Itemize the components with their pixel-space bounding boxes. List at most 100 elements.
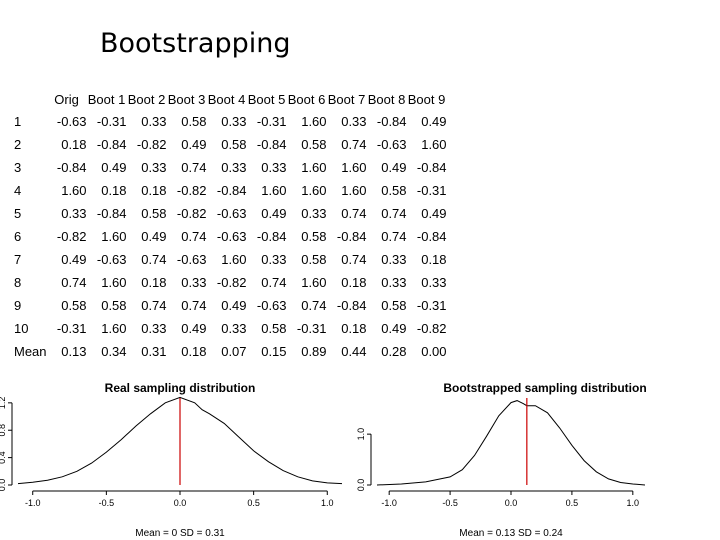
table-cell: 0.49 [181, 321, 207, 336]
table-cell: 0.33 [381, 275, 407, 290]
table-header: Boot 5 [247, 91, 286, 107]
row-label: 7 [14, 252, 22, 267]
table-cell: 0.89 [301, 344, 327, 359]
table-cell: 1.60 [301, 183, 327, 198]
table-header: Boot 1 [87, 91, 126, 107]
table-header: Boot 3 [167, 91, 206, 107]
table-cell: 0.18 [421, 252, 447, 267]
real-sampling-distribution-plot: Real sampling distribution0.00.40.81.2De… [0, 381, 343, 539]
table-cell: 0.49 [221, 298, 247, 313]
table-cell: 0.49 [421, 206, 447, 221]
table-cell: -0.82 [136, 137, 167, 152]
table-cell: 0.18 [101, 183, 127, 198]
table-cell: -0.82 [416, 321, 447, 336]
table-cell: 0.49 [101, 160, 127, 175]
table-cell: 0.31 [141, 344, 167, 359]
table-cell: 0.58 [181, 114, 207, 129]
row-label: 8 [14, 275, 22, 290]
table-header: Boot 9 [407, 91, 446, 107]
table-cell: 0.33 [221, 114, 247, 129]
x-tick-label: -1.0 [25, 498, 41, 508]
y-tick-label: 1.2 [0, 397, 7, 410]
table-cell: 0.58 [141, 206, 167, 221]
table-row: 6 -0.82 1.60 0.49 0.74 -0.63 -0.84 0.58 -0.84 0.7… [12, 225, 447, 248]
table-cell: 0.58 [301, 137, 327, 152]
table-cell: 0.74 [381, 206, 407, 221]
table-cell: 0.58 [301, 229, 327, 244]
table-cell: 0.58 [101, 298, 127, 313]
x-tick-label: -1.0 [381, 498, 397, 508]
table-cell: 0.33 [261, 252, 287, 267]
table-cell: 0.18 [341, 275, 367, 290]
table-cell: 1.60 [301, 160, 327, 175]
table-cell: 0.49 [141, 229, 167, 244]
row-label: 1 [14, 114, 22, 129]
row-label: 2 [14, 137, 22, 152]
table-cell: 0.33 [61, 206, 87, 221]
table-cell: 0.34 [101, 344, 127, 359]
table-cell: -0.84 [416, 229, 447, 244]
table-cell: 0.74 [341, 137, 367, 152]
table-cell: 0.00 [421, 344, 447, 359]
table-row: 8 0.74 1.60 0.18 0.33 -0.82 0.74 1.60 0.18 0.33 0.… [12, 271, 447, 294]
table-cell: -0.63 [216, 229, 247, 244]
table-cell: 0.74 [261, 275, 287, 290]
table-cell: 0.74 [381, 229, 407, 244]
table-cell: 0.74 [341, 252, 367, 267]
table-cell: 1.60 [101, 229, 127, 244]
table-cell: 0.33 [141, 114, 167, 129]
x-axis-label: Mean = 0.13 SD = 0.24 [459, 528, 563, 539]
table-cell: 0.49 [381, 321, 407, 336]
y-tick-label: 1.0 [356, 428, 366, 441]
x-tick-label: 1.0 [627, 498, 640, 508]
table-cell: 0.28 [381, 344, 407, 359]
table-header: Boot 8 [367, 91, 406, 107]
table-cell: 0.18 [141, 183, 167, 198]
table-cell: -0.84 [256, 137, 287, 152]
row-label: 9 [14, 298, 22, 313]
table-cell: 0.18 [61, 137, 87, 152]
table-row: Mean 0.13 0.34 0.31 0.18 0.07 0.15 0.89 0.44 0.28… [12, 340, 447, 363]
table-cell: -0.84 [256, 229, 287, 244]
row-label: 10 [14, 321, 29, 336]
y-tick-label: 0.8 [0, 424, 7, 437]
row-label: 5 [14, 206, 22, 221]
table-cell: 0.74 [181, 160, 207, 175]
chart-title: Bootstrapped sampling distribution [443, 381, 646, 395]
table-cell: 0.18 [181, 344, 207, 359]
table-cell: -0.31 [256, 114, 287, 129]
x-tick-label: 0.5 [566, 498, 579, 508]
table-cell: 0.33 [141, 160, 167, 175]
y-tick-label: 0.4 [0, 451, 7, 464]
x-tick-label: -0.5 [442, 498, 458, 508]
table-cell: -0.63 [376, 137, 407, 152]
table-cell: -0.31 [296, 321, 327, 336]
table-row: 9 0.58 0.58 0.74 0.74 0.49 -0.63 0.74 -0.84 0.58-… [12, 294, 447, 317]
row-label: 3 [14, 160, 22, 175]
table-cell: 1.60 [261, 183, 287, 198]
table-cell: -0.31 [96, 114, 127, 129]
table-cell: 0.18 [141, 275, 167, 290]
bootstrapped-sampling-distribution-plot: Bootstrapped sampling distribution 0.0 1.0… [356, 381, 647, 539]
table-cell: 0.49 [421, 114, 447, 129]
x-tick-label: 1.0 [321, 498, 334, 508]
table-cell: 1.60 [421, 137, 447, 152]
table-cell: -0.82 [56, 229, 87, 244]
density-curve [376, 400, 646, 486]
bootstrap-table: Orig Boot 1 Boot 2 Boot 3 Boot 4 Boot 5 … [12, 88, 447, 363]
table-cell: 1.60 [301, 275, 327, 290]
table-header: Orig [54, 91, 79, 107]
x-tick-label: 0.5 [247, 498, 260, 508]
table-cell: 0.33 [261, 160, 287, 175]
table-cell: -0.84 [96, 206, 127, 221]
table-cell: -0.82 [216, 275, 247, 290]
table-cell: -0.63 [96, 252, 127, 267]
table-cell: -0.84 [96, 137, 127, 152]
table-cell: 0.33 [421, 275, 447, 290]
table-cell: -0.31 [416, 183, 447, 198]
table-header: Boot 4 [207, 91, 246, 107]
table-cell: 0.13 [61, 344, 87, 359]
slide-title: Bootstrapping [100, 28, 291, 59]
row-label: 4 [14, 183, 22, 198]
table-cell: 0.58 [221, 137, 247, 152]
